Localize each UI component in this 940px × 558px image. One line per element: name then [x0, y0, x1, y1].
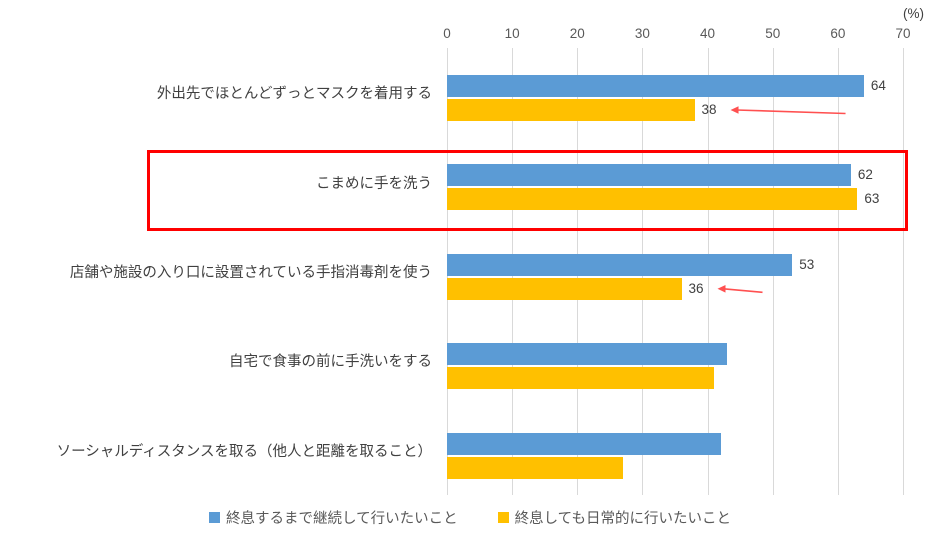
x-axis-tick: 60	[830, 26, 846, 41]
x-axis-tick: 50	[765, 26, 781, 41]
bar-series-0	[447, 75, 864, 97]
category-label: 外出先でほとんどずっとマスクを着用する	[156, 86, 432, 103]
x-axis-tick: 0	[443, 26, 451, 41]
data-label: 38	[701, 102, 717, 117]
category-label: 店舗や施設の入り口に設置されている手指消毒剤を使う	[69, 264, 432, 281]
bar-series-0	[447, 164, 851, 187]
category-label: 自宅で食事の前に手洗いをする	[229, 354, 432, 371]
bar-series-1	[447, 188, 858, 211]
legend-swatch	[497, 512, 509, 523]
bar-series-1	[447, 277, 682, 300]
bar-series-1	[447, 367, 715, 390]
bar-series-1	[447, 99, 695, 121]
axis-unit-label: (%)	[903, 6, 924, 21]
category-label: こまめに手を洗う	[316, 175, 432, 192]
data-label: 62	[857, 167, 873, 183]
bar-series-0	[447, 253, 793, 276]
x-axis-tick: 20	[569, 26, 585, 41]
legend-item-0: 終息するまで継続して行いたいこと	[209, 507, 458, 528]
x-axis-tick: 10	[504, 26, 520, 41]
data-label: 64	[870, 78, 886, 93]
bar-series-0	[447, 432, 721, 455]
legend-item-1: 終息しても日常的に行いたいこと	[497, 507, 731, 528]
bar-series-1	[447, 456, 623, 479]
x-axis-tick: 40	[700, 26, 716, 41]
x-axis-tick: 70	[895, 26, 911, 41]
data-label: 53	[799, 256, 815, 272]
legend-label: 終息しても日常的に行いたいこと	[514, 511, 731, 527]
legend-swatch	[209, 512, 221, 523]
plot-area: 0 10 20 30 40 50 60 70 64 38 62 63 53 36	[443, 26, 911, 495]
legend: 終息するまで継続して行いたいこと 終息しても日常的に行いたいこと	[0, 507, 940, 528]
x-axis-tick: 30	[634, 26, 650, 41]
gridline	[903, 48, 904, 495]
data-label: 63	[864, 191, 880, 207]
highlight-box	[147, 150, 908, 231]
data-label: 36	[688, 280, 704, 296]
legend-label: 終息するまで継続して行いたいこと	[226, 511, 458, 527]
gridline	[837, 48, 839, 495]
category-label: ソーシャルディスタンスを取る（他人と距離を取ること）	[56, 443, 432, 460]
bar-series-0	[447, 343, 728, 366]
